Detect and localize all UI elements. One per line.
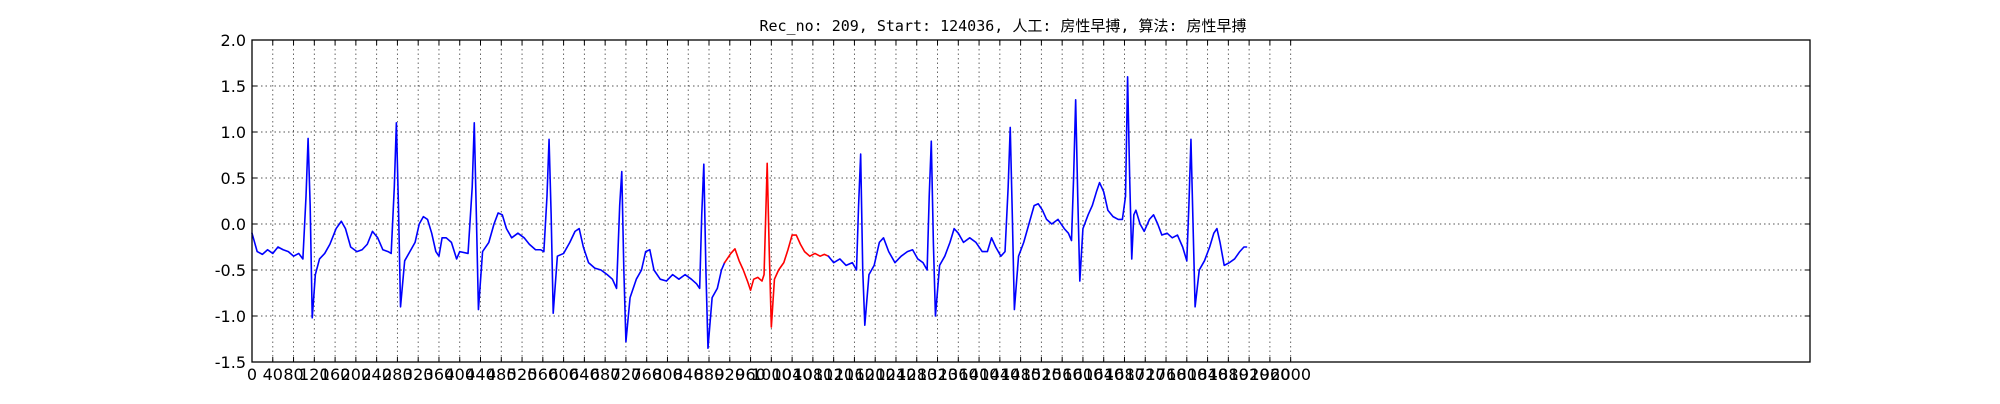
x-tick-label: 1400 [959, 365, 1000, 384]
y-tick-label: 0.0 [221, 215, 246, 234]
x-tick-label: 0 [247, 365, 257, 384]
x-tick-label: 600 [548, 365, 579, 384]
y-tick-label: 2.0 [221, 31, 246, 50]
x-tick-label: 1200 [855, 365, 896, 384]
x-tick-label: 1640 [1083, 365, 1124, 384]
x-tick-label: 480 [486, 365, 517, 384]
x-tick-label: 520 [507, 365, 538, 384]
y-tick-label: -0.5 [215, 261, 246, 280]
x-tick-label: 1600 [1063, 365, 1104, 384]
ecg-series-line [251, 122, 726, 349]
x-tick-label: 1760 [1146, 365, 1187, 384]
x-tick-label: 640 [569, 365, 600, 384]
x-tick-label: 1120 [813, 365, 854, 384]
x-tick-label: 360 [424, 365, 455, 384]
y-tick-label: 0.5 [221, 169, 246, 188]
x-tick-label: 1160 [834, 365, 875, 384]
x-tick-label: 1560 [1042, 365, 1083, 384]
x-tick-label: 1360 [938, 365, 979, 384]
x-tick-label: 1480 [1000, 365, 1041, 384]
x-tick-label: 760 [631, 365, 662, 384]
x-tick-label: 1440 [979, 365, 1020, 384]
x-tick-label: 1920 [1229, 365, 1270, 384]
x-tick-label: 680 [590, 365, 621, 384]
x-tick-label: 2000 [1270, 365, 1311, 384]
x-tick-label: 1880 [1208, 365, 1249, 384]
x-axis: 0 40 8012016020024028032036040044048052056… [247, 40, 1311, 384]
x-tick-label: 800 [652, 365, 683, 384]
x-tick-label: 120 [299, 365, 330, 384]
x-tick-label: 1840 [1187, 365, 1228, 384]
x-tick-label: 280 [382, 365, 413, 384]
chart-title: Rec_no: 209, Start: 124036, 人工: 房性早搏, 算法… [759, 17, 1246, 35]
x-tick-label: 1240 [876, 365, 917, 384]
highlighted-beat-line [723, 162, 830, 328]
x-tick-label: 80 [283, 365, 303, 384]
plot-frame [251, 39, 1811, 363]
x-tick-label: 1520 [1021, 365, 1062, 384]
x-tick-label: 40 [263, 365, 283, 384]
x-tick-label: 720 [611, 365, 642, 384]
y-tick-label: 1.0 [221, 123, 246, 142]
x-tick-label: 560 [528, 365, 559, 384]
x-tick-label: 840 [673, 365, 704, 384]
x-tick-label: 1080 [793, 365, 834, 384]
x-tick-label: 1800 [1166, 365, 1207, 384]
x-tick-label: 1320 [917, 365, 958, 384]
x-tick-label: 200 [341, 365, 372, 384]
x-tick-label: 1720 [1125, 365, 1166, 384]
x-tick-label: 1680 [1104, 365, 1145, 384]
x-tick-label: 1000 [751, 365, 792, 384]
x-tick-label: 960 [735, 365, 766, 384]
x-tick-label: 320 [403, 365, 434, 384]
series-layer [251, 76, 1248, 349]
y-tick-label: -1.5 [215, 353, 246, 372]
y-tick-label: 1.5 [221, 77, 246, 96]
x-tick-label: 440 [465, 365, 496, 384]
x-tick-label: 1280 [896, 365, 937, 384]
x-tick-label: 1960 [1250, 365, 1291, 384]
x-tick-label: 880 [694, 365, 725, 384]
y-axis: -1.5 -1.0 -0.5 0.0 0.5 1.0 1.5 2.0 [215, 31, 1810, 372]
ecg-series-line [827, 76, 1248, 326]
y-tick-label: -1.0 [215, 307, 246, 326]
grid [252, 40, 1810, 362]
x-tick-label: 920 [715, 365, 746, 384]
x-tick-label: 1040 [772, 365, 813, 384]
x-tick-label: 160 [320, 365, 351, 384]
x-tick-label: 240 [361, 365, 392, 384]
x-tick-label: 400 [444, 365, 475, 384]
